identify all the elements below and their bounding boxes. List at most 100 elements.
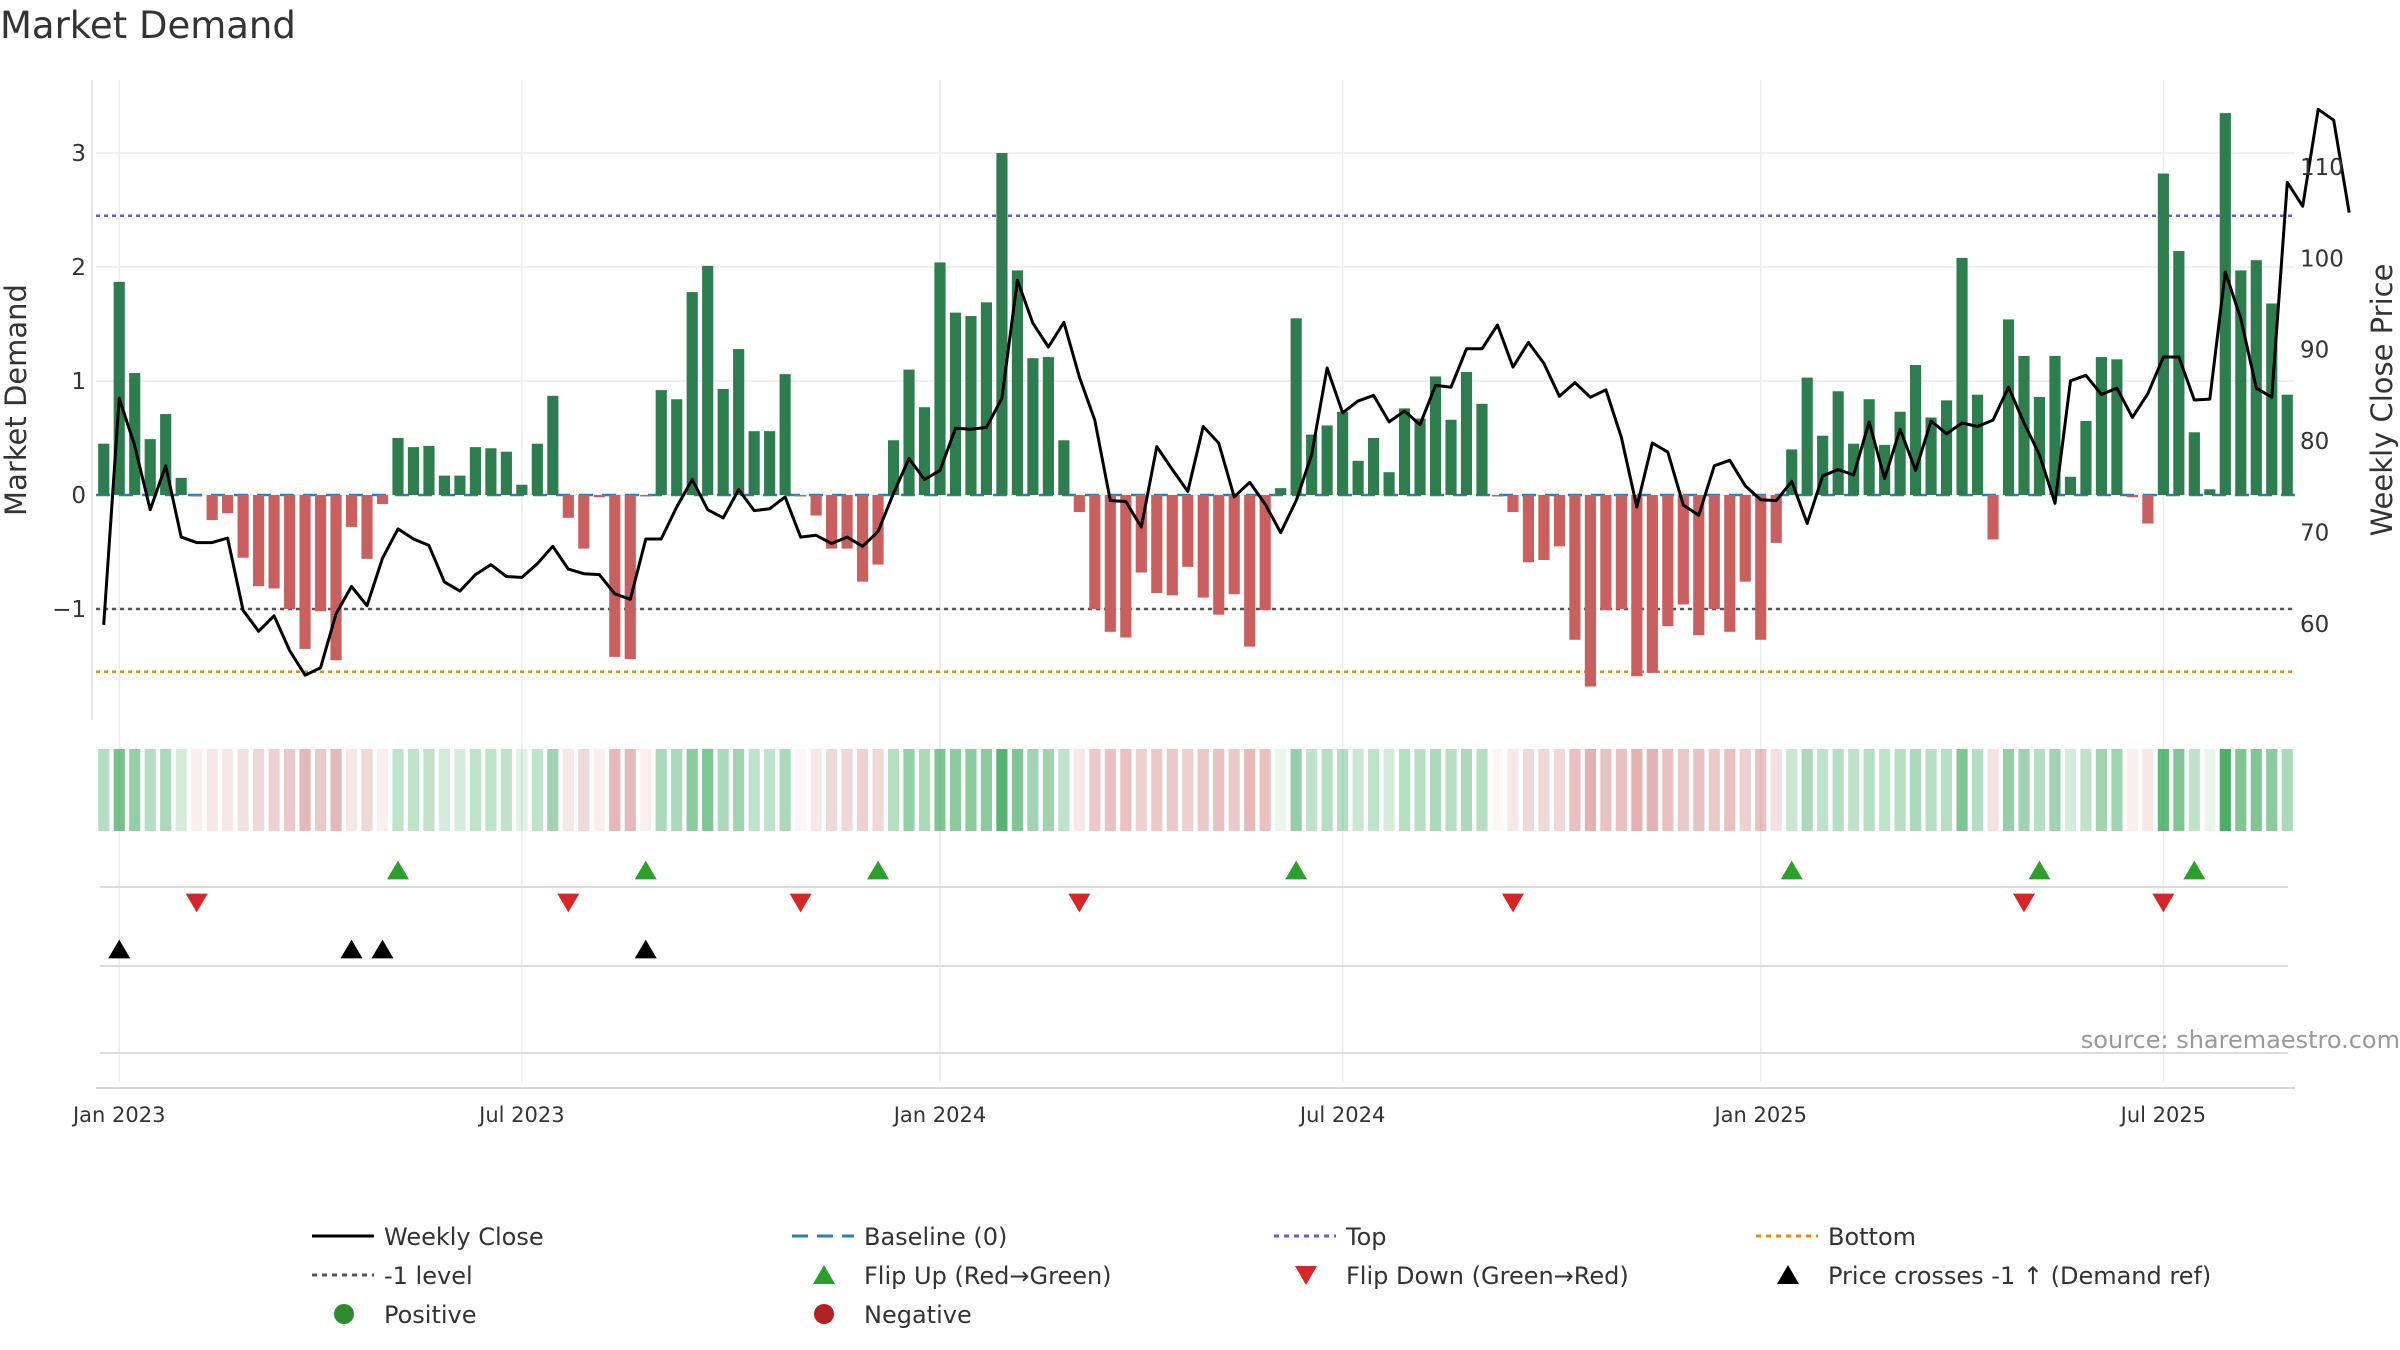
y2-tick-label: 110 [2300, 155, 2344, 181]
strip-cell [98, 749, 110, 831]
strip-cell [2281, 749, 2293, 831]
demand-bar [144, 439, 156, 495]
x-tick-label: Jul 2024 [1298, 1103, 1385, 1127]
demand-bar [1507, 495, 1519, 513]
demand-bar [1584, 495, 1596, 687]
y2-axis-label: Weekly Close Price [2365, 264, 2399, 537]
gridlines [96, 80, 2295, 1082]
demand-bar [1042, 357, 1054, 495]
demand-bar [1476, 403, 1488, 495]
strip-cell [314, 749, 327, 831]
legend-item: -1 level [312, 1262, 473, 1290]
y-tick-label: 2 [71, 255, 86, 281]
legend-label: Flip Down (Green→Red) [1346, 1262, 1629, 1290]
demand-bar [2095, 357, 2108, 495]
strip-cell [1197, 749, 1209, 831]
strip-cell [1166, 749, 1178, 831]
y2-tick-label: 100 [2300, 246, 2344, 272]
flip-up-marker [2028, 860, 2051, 880]
legend-item: Flip Up (Red→Green) [813, 1262, 1112, 1290]
strip-cell [918, 749, 931, 831]
demand-bar [1429, 376, 1442, 495]
demand-bar [1027, 358, 1039, 495]
demand-bar [1801, 377, 1813, 495]
strip-cell [1275, 749, 1287, 831]
strip-cell [1940, 749, 1953, 831]
demand-bar [934, 262, 946, 495]
demand-bar [562, 495, 574, 518]
weekly-close-line [102, 107, 2351, 677]
demand-bar [1197, 495, 1209, 598]
demand-bar [2204, 489, 2216, 495]
demand-bar [1058, 440, 1070, 495]
strip-cell [500, 749, 512, 831]
strip-cell [1677, 749, 1689, 831]
demand-bar [2250, 260, 2262, 495]
demand-bar [531, 443, 543, 495]
demand-bar [1925, 417, 1937, 495]
demand-bar [283, 495, 296, 609]
strip-cell [1538, 749, 1550, 831]
demand-bar [609, 495, 621, 657]
strip-cell [1739, 749, 1751, 831]
demand-bar [2111, 359, 2123, 495]
demand-bar [1135, 495, 1147, 573]
strip-cell [624, 749, 636, 831]
demand-bar [1662, 495, 1674, 627]
strip-cell [485, 749, 497, 831]
legend-item: Baseline (0) [792, 1223, 1007, 1251]
strip-cell [2188, 749, 2200, 831]
strip-cell [1073, 749, 1085, 831]
strip-cell [1182, 749, 1194, 831]
strip-cell [2250, 749, 2262, 831]
demand-bar [1275, 488, 1287, 495]
x-tick-label: Jul 2025 [2119, 1103, 2206, 1127]
demand-bar [764, 431, 776, 495]
price-cross-marker [108, 939, 131, 959]
demand-bar [918, 407, 931, 495]
demand-bar [2235, 270, 2247, 495]
demand-bar [253, 495, 265, 587]
strip-cell [686, 749, 698, 831]
demand-bar [1956, 257, 1968, 495]
demand-bar [516, 484, 528, 495]
demand-bar [1337, 411, 1349, 495]
demand-bar [2157, 173, 2169, 495]
strip-cell [1817, 749, 1829, 831]
y-axis-label: Market Demand [0, 284, 33, 516]
strip-cell [454, 749, 466, 831]
strip-cell [1058, 749, 1070, 831]
strip-cell [702, 749, 714, 831]
y2-tick-label: 60 [2300, 612, 2329, 638]
strip-cell [1569, 749, 1581, 831]
strip-cell [253, 749, 265, 831]
demand-bar [268, 495, 280, 589]
demand-bar [1383, 472, 1395, 495]
strip-cell [206, 749, 218, 831]
left-y-axis: −1 0 1 2 3 [52, 80, 93, 720]
strip-cell [640, 749, 652, 831]
demand-bar [1538, 495, 1550, 560]
strip-cell [2157, 749, 2169, 831]
demand-bar [1089, 495, 1101, 609]
demand-bar [1693, 495, 1705, 636]
demand-bar [98, 443, 110, 495]
strip-cell [1832, 749, 1844, 831]
strip-cell [2235, 749, 2247, 831]
flip-down-marker [2012, 893, 2035, 913]
flip-down-marker [2152, 893, 2175, 913]
demand-bar [578, 495, 590, 549]
demand-bar [717, 388, 729, 495]
demand-bar [160, 414, 172, 495]
strip-cell [748, 749, 760, 831]
strip-cell [129, 749, 141, 831]
flip-up-marker [1285, 860, 1308, 880]
strip-cell [2080, 749, 2092, 831]
strip-cell [1755, 749, 1767, 831]
demand-bar [1971, 394, 1984, 495]
demand-bar [2080, 420, 2092, 495]
strip-cell [423, 749, 435, 831]
strip-cell [1213, 749, 1225, 831]
y2-tick-label: 90 [2300, 338, 2329, 364]
